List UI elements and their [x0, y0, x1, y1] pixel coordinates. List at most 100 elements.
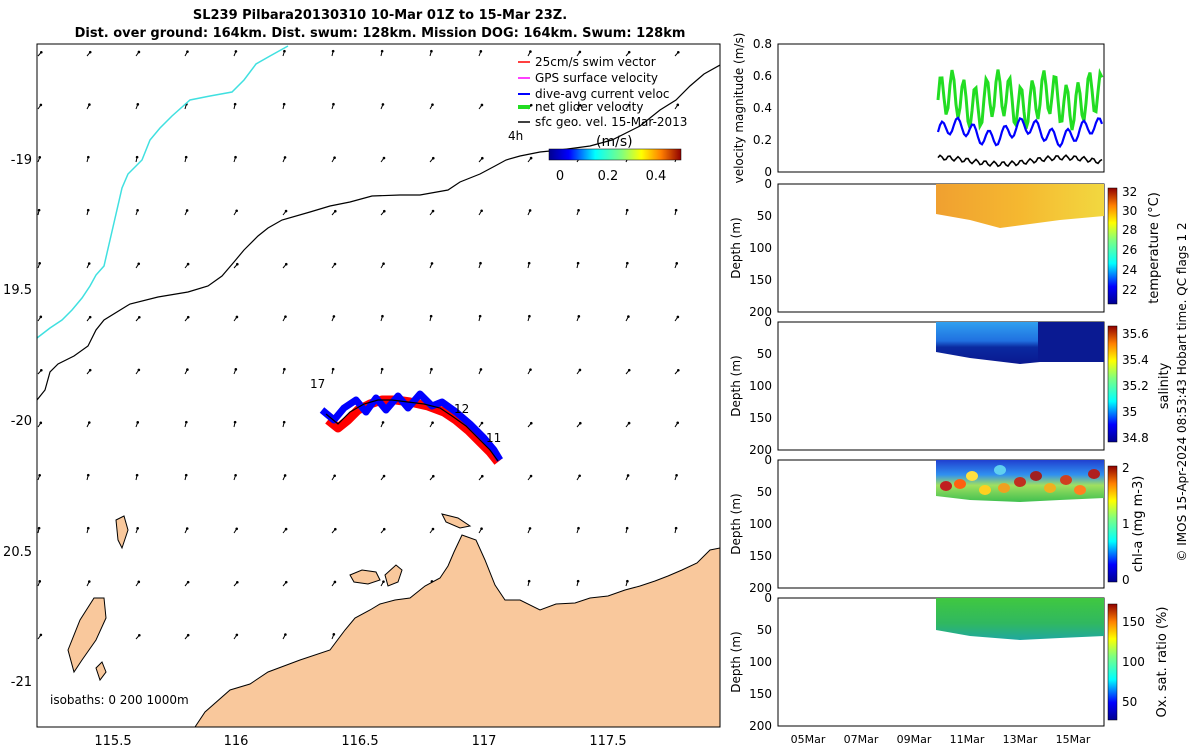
colorbar-tick: 35.2	[1122, 379, 1149, 393]
colorbar-tick: 35.6	[1122, 327, 1149, 341]
velocity-y-label: velocity magnitude (m/s)	[732, 33, 746, 184]
current-vector	[282, 49, 286, 57]
colorbar-tick: 0	[1122, 573, 1130, 587]
map-x-tick-label: 115.5	[94, 734, 131, 749]
current-vector	[576, 50, 582, 57]
current-vector	[674, 526, 678, 534]
salinity-colorbar	[1107, 325, 1118, 443]
current-vector	[184, 50, 189, 57]
current-vector	[576, 315, 581, 322]
current-vector	[380, 314, 384, 322]
colorbar-tick: 34.8	[1122, 431, 1149, 445]
current-vector	[331, 102, 335, 110]
legend-label: net glider velocity	[535, 100, 643, 114]
current-vector	[37, 526, 41, 534]
current-vector	[282, 262, 288, 269]
current-vector	[625, 50, 631, 57]
oxygen-colorbar-label: Ox. sat. ratio (%)	[1155, 607, 1170, 718]
current-vector	[86, 580, 91, 587]
velocity-panel: 0 0.2 0.4 0.6 0.8 velocity magnitude (m/…	[732, 33, 1105, 184]
depth-tick: 150	[749, 687, 772, 701]
colorbar-tick: 0.4	[646, 169, 667, 184]
current-vector	[478, 209, 483, 216]
depth-tick: 150	[749, 549, 772, 563]
current-vector	[37, 261, 41, 269]
current-vector	[380, 156, 386, 163]
colorbar-tick: 2	[1122, 461, 1130, 475]
velocity-series-line	[937, 154, 1103, 168]
current-vector	[331, 367, 335, 375]
colorbar-tick: 100	[1122, 655, 1145, 669]
colorbar-tick: 150	[1122, 615, 1145, 629]
current-vector	[478, 103, 484, 110]
islet	[349, 569, 381, 585]
current-vector	[37, 208, 41, 216]
oxygen-y-axis: 0 50 100 150 200	[749, 591, 772, 733]
current-vector	[527, 261, 531, 269]
time-tick: 05Mar	[791, 733, 826, 746]
current-vector	[282, 102, 286, 110]
legend-label: dive-avg current veloc	[535, 87, 670, 101]
salinity-colorbar-ticks: 35.6 35.4 35.2 35 34.8	[1122, 327, 1149, 445]
map-legend: 25cm/s swim vector GPS surface velocity …	[508, 55, 687, 143]
legend-label: 25cm/s swim vector	[535, 55, 656, 69]
salinity-colorbar-label: salinity	[1157, 362, 1172, 409]
current-vector	[478, 156, 484, 163]
velocity-series-line	[936, 116, 1104, 149]
current-vector	[429, 103, 434, 110]
depth-tick: 100	[749, 517, 772, 531]
current-vector	[184, 368, 189, 375]
chla-patch	[979, 485, 991, 495]
current-vector	[380, 527, 386, 534]
temperature-colorbar-label: temperature (°C)	[1147, 192, 1162, 304]
current-vector	[576, 208, 580, 216]
current-vector	[429, 527, 435, 534]
current-vector	[86, 368, 92, 375]
current-vector	[625, 315, 630, 322]
velocity-y-tick: 0	[764, 165, 772, 179]
current-vector	[674, 315, 680, 322]
current-vector	[37, 473, 41, 481]
isobath-200m	[37, 45, 289, 339]
velocity-y-axis: 0 0.2 0.4 0.6 0.8	[753, 37, 772, 179]
current-vector	[233, 315, 239, 322]
temperature-colorbar	[1107, 187, 1118, 305]
map-y-tick-label: 20.5	[3, 545, 32, 560]
time-tick: 15Mar	[1056, 733, 1091, 746]
current-vector	[184, 580, 190, 587]
map-y-axis: -19 19.5 -20 20.5 -21	[3, 153, 32, 690]
current-vector	[135, 421, 140, 428]
glider-track	[319, 390, 504, 465]
current-vector	[331, 156, 336, 163]
oxygen-panel: 150 100 50 Ox. sat. ratio (%) 0 50 100 1…	[729, 591, 1170, 746]
current-vector	[625, 474, 630, 481]
oxygen-colorbar-ticks: 150 100 50	[1122, 615, 1145, 709]
current-vector	[478, 421, 484, 428]
current-vector	[86, 421, 91, 428]
current-vector	[282, 527, 288, 534]
colorbar-tick: 28	[1122, 223, 1137, 237]
current-vector	[233, 368, 238, 375]
chla-patch	[1030, 471, 1042, 481]
map-y-tick-label: -19	[11, 153, 32, 168]
current-vector	[625, 261, 629, 269]
chla-colorbar-ticks: 2 1 0	[1122, 461, 1130, 587]
current-vector	[674, 103, 680, 110]
depth-tick: 50	[757, 209, 772, 223]
current-vector	[576, 474, 581, 481]
current-vector	[135, 368, 141, 375]
current-vector	[86, 155, 90, 163]
current-vector	[380, 367, 384, 375]
chla-patch	[994, 465, 1006, 475]
current-vector	[184, 420, 188, 428]
current-vector	[380, 49, 384, 57]
depth-tick: 150	[749, 273, 772, 287]
colorbar-gradient	[548, 148, 682, 161]
depth-tick: 50	[757, 347, 772, 361]
current-vector	[331, 262, 337, 269]
velocity-y-tick: 0.4	[753, 101, 772, 115]
chla-panel: 2 1 0 chl-a (mg m-3) 0 50 100 150 200 De…	[729, 453, 1146, 595]
current-vector	[625, 208, 629, 216]
time-x-axis: 05Mar 07Mar 09Mar 11Mar 13Mar 15Mar	[791, 733, 1091, 746]
current-vector	[380, 421, 385, 428]
